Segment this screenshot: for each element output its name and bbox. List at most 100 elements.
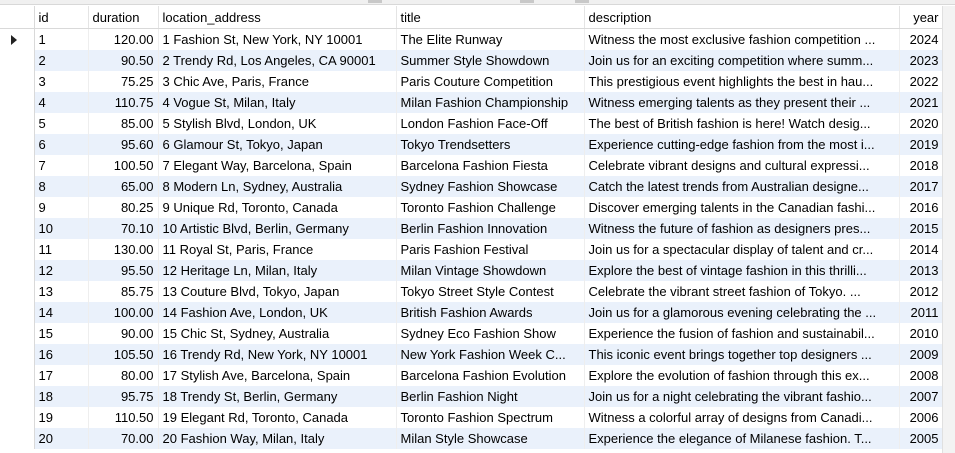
- cell-id[interactable]: 3: [34, 71, 89, 92]
- row-selector[interactable]: [0, 134, 35, 155]
- row-selector[interactable]: [0, 176, 35, 197]
- cell-title[interactable]: British Fashion Awards: [396, 302, 585, 323]
- cell-description[interactable]: The best of British fashion is here! Wat…: [584, 113, 900, 134]
- cell-duration[interactable]: 95.60: [88, 134, 159, 155]
- table-row[interactable]: 3 75.25 3 Chic Ave, Paris, France Paris Cou…: [0, 71, 944, 92]
- table-row[interactable]: 6 95.60 6 Glamour St, Tokyo, Japan Tokyo Tr…: [0, 134, 944, 155]
- row-selector[interactable]: [0, 71, 35, 92]
- cell-id[interactable]: 10: [34, 218, 89, 239]
- cell-duration[interactable]: 70.00: [88, 428, 159, 449]
- cell-id[interactable]: 4: [34, 92, 89, 113]
- cell-year[interactable]: 2009: [899, 344, 944, 365]
- table-row[interactable]: 19 110.50 19 Elegant Rd, Toronto, Canada To…: [0, 407, 944, 428]
- row-selector[interactable]: [0, 239, 35, 260]
- cell-title[interactable]: Sydney Fashion Showcase: [396, 176, 585, 197]
- cell-id[interactable]: 15: [34, 323, 89, 344]
- cell-id[interactable]: 8: [34, 176, 89, 197]
- cell-title[interactable]: Milan Vintage Showdown: [396, 260, 585, 281]
- cell-id[interactable]: 1: [34, 28, 89, 50]
- cell-duration[interactable]: 85.00: [88, 113, 159, 134]
- cell-id[interactable]: 5: [34, 113, 89, 134]
- cell-duration[interactable]: 110.75: [88, 92, 159, 113]
- cell-description[interactable]: Experience the fusion of fashion and sus…: [584, 323, 900, 344]
- row-selector[interactable]: [0, 281, 35, 302]
- cell-title[interactable]: Tokyo Street Style Contest: [396, 281, 585, 302]
- cell-year[interactable]: 2015: [899, 218, 944, 239]
- table-row[interactable]: 13 85.75 13 Couture Blvd, Tokyo, Japan Toky…: [0, 281, 944, 302]
- table-row[interactable]: 2 90.50 2 Trendy Rd, Los Angeles, CA 90001…: [0, 50, 944, 71]
- cell-year[interactable]: 2020: [899, 113, 944, 134]
- cell-title[interactable]: Toronto Fashion Spectrum: [396, 407, 585, 428]
- cell-description[interactable]: Catch the latest trends from Australian …: [584, 176, 900, 197]
- cell-title[interactable]: Milan Fashion Championship: [396, 92, 585, 113]
- cell-title[interactable]: The Elite Runway: [396, 28, 585, 50]
- column-header-location-address[interactable]: location_address: [158, 6, 397, 29]
- row-selector[interactable]: [0, 407, 35, 428]
- cell-location-address[interactable]: 4 Vogue St, Milan, Italy: [158, 92, 397, 113]
- row-selector[interactable]: [0, 365, 35, 386]
- cell-location-address[interactable]: 18 Trendy St, Berlin, Germany: [158, 386, 397, 407]
- column-header-duration[interactable]: duration: [88, 6, 159, 29]
- table-row[interactable]: 16 105.50 16 Trendy Rd, New York, NY 10001…: [0, 344, 944, 365]
- table-row[interactable]: 14 100.00 14 Fashion Ave, London, UK Britis…: [0, 302, 944, 323]
- cell-description[interactable]: Discover emerging talents in the Canadia…: [584, 197, 900, 218]
- row-selector[interactable]: [0, 197, 35, 218]
- cell-year[interactable]: 2024: [899, 28, 944, 50]
- cell-duration[interactable]: 100.00: [88, 302, 159, 323]
- cell-description[interactable]: Witness emerging talents as they present…: [584, 92, 900, 113]
- table-row[interactable]: 20 70.00 20 Fashion Way, Milan, Italy Milan…: [0, 428, 944, 449]
- cell-location-address[interactable]: 5 Stylish Blvd, London, UK: [158, 113, 397, 134]
- cell-title[interactable]: London Fashion Face-Off: [396, 113, 585, 134]
- cell-description[interactable]: Explore the evolution of fashion through…: [584, 365, 900, 386]
- cell-description[interactable]: Experience the elegance of Milanese fash…: [584, 428, 900, 449]
- table-row[interactable]: 15 90.00 15 Chic St, Sydney, Australia Sydn…: [0, 323, 944, 344]
- cell-location-address[interactable]: 6 Glamour St, Tokyo, Japan: [158, 134, 397, 155]
- cell-location-address[interactable]: 1 Fashion St, New York, NY 10001: [158, 28, 397, 50]
- cell-duration[interactable]: 95.50: [88, 260, 159, 281]
- cell-description[interactable]: This iconic event brings together top de…: [584, 344, 900, 365]
- cell-location-address[interactable]: 14 Fashion Ave, London, UK: [158, 302, 397, 323]
- cell-id[interactable]: 18: [34, 386, 89, 407]
- cell-year[interactable]: 2023: [899, 50, 944, 71]
- cell-title[interactable]: Berlin Fashion Innovation: [396, 218, 585, 239]
- row-selector[interactable]: [0, 92, 35, 113]
- cell-location-address[interactable]: 20 Fashion Way, Milan, Italy: [158, 428, 397, 449]
- cell-year[interactable]: 2006: [899, 407, 944, 428]
- cell-title[interactable]: Toronto Fashion Challenge: [396, 197, 585, 218]
- table-row[interactable]: 7 100.50 7 Elegant Way, Barcelona, Spain Ba…: [0, 155, 944, 176]
- cell-description[interactable]: Join us for a spectacular display of tal…: [584, 239, 900, 260]
- cell-id[interactable]: 6: [34, 134, 89, 155]
- cell-id[interactable]: 11: [34, 239, 89, 260]
- cell-duration[interactable]: 100.50: [88, 155, 159, 176]
- cell-duration[interactable]: 95.75: [88, 386, 159, 407]
- cell-location-address[interactable]: 16 Trendy Rd, New York, NY 10001: [158, 344, 397, 365]
- cell-title[interactable]: New York Fashion Week C...: [396, 344, 585, 365]
- table-row[interactable]: 10 70.10 10 Artistic Blvd, Berlin, Germany…: [0, 218, 944, 239]
- cell-duration[interactable]: 120.00: [88, 28, 159, 50]
- table-row[interactable]: 9 80.25 9 Unique Rd, Toronto, Canada Toront…: [0, 197, 944, 218]
- cell-title[interactable]: Barcelona Fashion Evolution: [396, 365, 585, 386]
- column-header-description[interactable]: description: [584, 6, 900, 29]
- row-selector[interactable]: [0, 218, 35, 239]
- cell-title[interactable]: Berlin Fashion Night: [396, 386, 585, 407]
- cell-year[interactable]: 2012: [899, 281, 944, 302]
- cell-duration[interactable]: 85.75: [88, 281, 159, 302]
- column-header-title[interactable]: title: [396, 6, 585, 29]
- cell-year[interactable]: 2010: [899, 323, 944, 344]
- cell-duration[interactable]: 90.50: [88, 50, 159, 71]
- cell-year[interactable]: 2014: [899, 239, 944, 260]
- table-row[interactable]: 17 80.00 17 Stylish Ave, Barcelona, Spain B…: [0, 365, 944, 386]
- cell-duration[interactable]: 75.25: [88, 71, 159, 92]
- table-row[interactable]: 8 65.00 8 Modern Ln, Sydney, Australia Sydn…: [0, 176, 944, 197]
- cell-location-address[interactable]: 17 Stylish Ave, Barcelona, Spain: [158, 365, 397, 386]
- cell-year[interactable]: 2008: [899, 365, 944, 386]
- column-header-year[interactable]: year: [899, 6, 944, 29]
- cell-id[interactable]: 7: [34, 155, 89, 176]
- cell-id[interactable]: 16: [34, 344, 89, 365]
- row-selector[interactable]: [0, 386, 35, 407]
- cell-duration[interactable]: 80.00: [88, 365, 159, 386]
- cell-year[interactable]: 2005: [899, 428, 944, 449]
- cell-location-address[interactable]: 9 Unique Rd, Toronto, Canada: [158, 197, 397, 218]
- cell-description[interactable]: Join us for an exciting competition wher…: [584, 50, 900, 71]
- cell-duration[interactable]: 105.50: [88, 344, 159, 365]
